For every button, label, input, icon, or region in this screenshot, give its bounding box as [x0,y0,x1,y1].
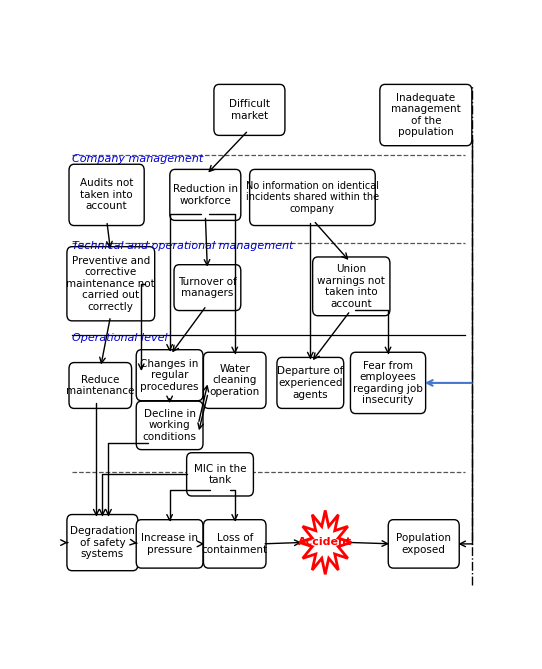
FancyBboxPatch shape [351,353,425,413]
Text: Technical and operational management: Technical and operational management [72,241,293,251]
Text: Departure of
experienced
agents: Departure of experienced agents [277,367,344,399]
FancyBboxPatch shape [67,247,154,321]
Text: Population
exposed: Population exposed [396,533,451,555]
FancyBboxPatch shape [203,353,266,408]
Text: Water
cleaning
operation: Water cleaning operation [210,364,260,397]
FancyBboxPatch shape [250,169,375,225]
Text: Accident: Accident [298,537,352,547]
FancyBboxPatch shape [69,363,132,408]
Text: MIC in the
tank: MIC in the tank [194,464,246,485]
Polygon shape [299,510,351,574]
FancyBboxPatch shape [214,84,285,135]
FancyBboxPatch shape [67,514,138,571]
Text: Inadequate
management
of the
population: Inadequate management of the population [391,92,461,137]
FancyBboxPatch shape [277,357,344,408]
FancyBboxPatch shape [69,165,144,225]
FancyBboxPatch shape [136,520,203,568]
FancyBboxPatch shape [203,520,266,568]
Text: Operational level: Operational level [72,333,167,343]
Text: Loss of
containment: Loss of containment [202,533,268,555]
FancyBboxPatch shape [186,453,254,496]
FancyBboxPatch shape [136,401,203,450]
Text: Increase in
pressure: Increase in pressure [141,533,198,555]
FancyBboxPatch shape [313,257,390,316]
Text: No information on identical
incidents shared within the
company: No information on identical incidents sh… [246,181,379,214]
Text: Company management: Company management [72,154,203,164]
Text: Preventive and
corrective
maintenance not
carried out
correctly: Preventive and corrective maintenance no… [67,256,155,312]
FancyBboxPatch shape [388,520,459,568]
FancyBboxPatch shape [174,265,241,310]
Text: Fear from
employees
regarding job
insecurity: Fear from employees regarding job insecu… [353,361,423,405]
Text: Degradation
of safety
systems: Degradation of safety systems [70,526,135,559]
Text: Reduce
maintenance: Reduce maintenance [66,375,134,396]
Text: Decline in
working
conditions: Decline in working conditions [143,409,197,442]
FancyBboxPatch shape [136,350,203,401]
Text: Audits not
taken into
account: Audits not taken into account [80,179,133,211]
Text: Turnover of
managers: Turnover of managers [178,277,237,298]
FancyBboxPatch shape [380,84,472,146]
Text: Reduction in
workforce: Reduction in workforce [173,184,238,205]
Text: Union
warnings not
taken into
account: Union warnings not taken into account [318,264,385,308]
FancyBboxPatch shape [170,169,241,220]
Text: Difficult
market: Difficult market [229,99,270,120]
Text: Changes in
regular
procedures: Changes in regular procedures [140,359,199,392]
